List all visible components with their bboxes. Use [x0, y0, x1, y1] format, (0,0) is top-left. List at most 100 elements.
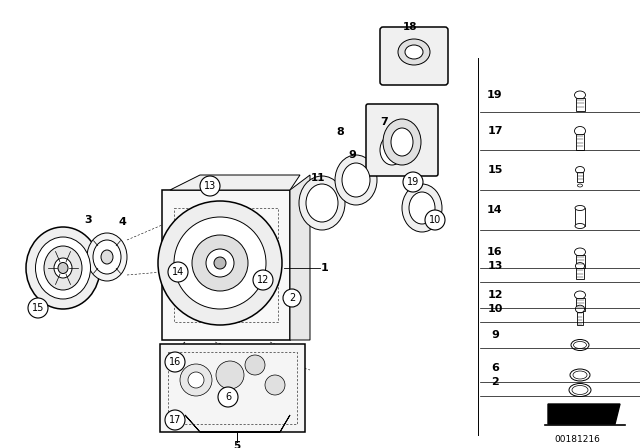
Text: 5: 5 — [234, 441, 241, 448]
Ellipse shape — [575, 91, 586, 99]
Text: 7: 7 — [380, 117, 388, 127]
Circle shape — [180, 364, 212, 396]
Ellipse shape — [405, 45, 423, 59]
Ellipse shape — [409, 192, 435, 224]
Polygon shape — [185, 415, 290, 432]
Text: 18: 18 — [403, 22, 417, 32]
Bar — [575, 98, 584, 111]
Ellipse shape — [35, 237, 90, 299]
Text: 16: 16 — [169, 357, 181, 367]
Bar — [575, 208, 585, 226]
Ellipse shape — [572, 385, 588, 395]
Ellipse shape — [87, 233, 127, 281]
Bar — [168, 352, 297, 424]
Text: 2: 2 — [491, 377, 499, 387]
Circle shape — [165, 410, 185, 430]
Ellipse shape — [306, 184, 338, 222]
Ellipse shape — [575, 167, 584, 173]
Ellipse shape — [570, 369, 590, 381]
Text: 9: 9 — [491, 330, 499, 340]
Circle shape — [265, 375, 285, 395]
Ellipse shape — [373, 127, 411, 173]
Text: 3: 3 — [84, 215, 92, 225]
Ellipse shape — [44, 246, 82, 290]
Text: 13: 13 — [204, 181, 216, 191]
Ellipse shape — [575, 224, 585, 228]
Ellipse shape — [383, 119, 421, 165]
Ellipse shape — [58, 263, 68, 273]
Text: 16: 16 — [487, 247, 503, 257]
Text: 6: 6 — [491, 363, 499, 373]
Polygon shape — [290, 175, 310, 340]
Ellipse shape — [402, 184, 442, 232]
Ellipse shape — [342, 163, 370, 197]
Circle shape — [214, 257, 226, 269]
Circle shape — [218, 387, 238, 407]
Ellipse shape — [391, 128, 413, 156]
Text: 12: 12 — [487, 290, 503, 300]
Text: 6: 6 — [225, 392, 231, 402]
Ellipse shape — [575, 263, 584, 269]
Bar — [160, 344, 305, 432]
Circle shape — [403, 172, 423, 192]
Text: 15: 15 — [32, 303, 44, 313]
Ellipse shape — [101, 250, 113, 264]
Ellipse shape — [299, 176, 345, 230]
Circle shape — [200, 176, 220, 196]
Circle shape — [174, 217, 266, 309]
Circle shape — [425, 210, 445, 230]
Bar — [162, 190, 290, 340]
Ellipse shape — [575, 206, 585, 211]
Text: 13: 13 — [487, 261, 502, 271]
Text: 12: 12 — [257, 275, 269, 285]
Ellipse shape — [575, 305, 584, 313]
Bar — [577, 172, 583, 182]
Text: 10: 10 — [429, 215, 441, 225]
Circle shape — [253, 270, 273, 290]
Polygon shape — [170, 175, 300, 190]
Circle shape — [188, 372, 204, 388]
Ellipse shape — [575, 291, 586, 299]
Text: 14: 14 — [172, 267, 184, 277]
Bar — [174, 208, 278, 322]
Text: 17: 17 — [487, 126, 503, 136]
Circle shape — [245, 355, 265, 375]
Text: 8: 8 — [336, 127, 344, 137]
Bar — [575, 255, 584, 268]
Ellipse shape — [573, 371, 587, 379]
Text: 14: 14 — [487, 205, 503, 215]
Polygon shape — [548, 404, 620, 424]
Ellipse shape — [26, 227, 100, 309]
Circle shape — [158, 201, 282, 325]
Ellipse shape — [380, 135, 404, 165]
Text: 2: 2 — [289, 293, 295, 303]
Ellipse shape — [569, 383, 591, 396]
Bar — [576, 134, 584, 151]
Ellipse shape — [93, 240, 121, 274]
Circle shape — [206, 249, 234, 277]
Ellipse shape — [398, 39, 430, 65]
Bar — [577, 268, 584, 279]
Bar — [577, 312, 583, 325]
FancyBboxPatch shape — [380, 27, 448, 85]
Text: 19: 19 — [487, 90, 503, 100]
Text: 11: 11 — [311, 173, 325, 183]
Circle shape — [216, 361, 244, 389]
Text: 19: 19 — [407, 177, 419, 187]
Circle shape — [28, 298, 48, 318]
Circle shape — [168, 262, 188, 282]
Circle shape — [165, 352, 185, 372]
Ellipse shape — [577, 184, 582, 187]
Ellipse shape — [335, 155, 377, 205]
Ellipse shape — [573, 341, 586, 349]
Text: 9: 9 — [348, 150, 356, 160]
Circle shape — [192, 235, 248, 291]
Text: 10: 10 — [487, 304, 502, 314]
Bar — [575, 298, 584, 311]
Circle shape — [283, 289, 301, 307]
Text: 15: 15 — [487, 165, 502, 175]
Ellipse shape — [575, 126, 586, 135]
Ellipse shape — [575, 248, 586, 256]
Text: 17: 17 — [169, 415, 181, 425]
Ellipse shape — [54, 258, 72, 278]
